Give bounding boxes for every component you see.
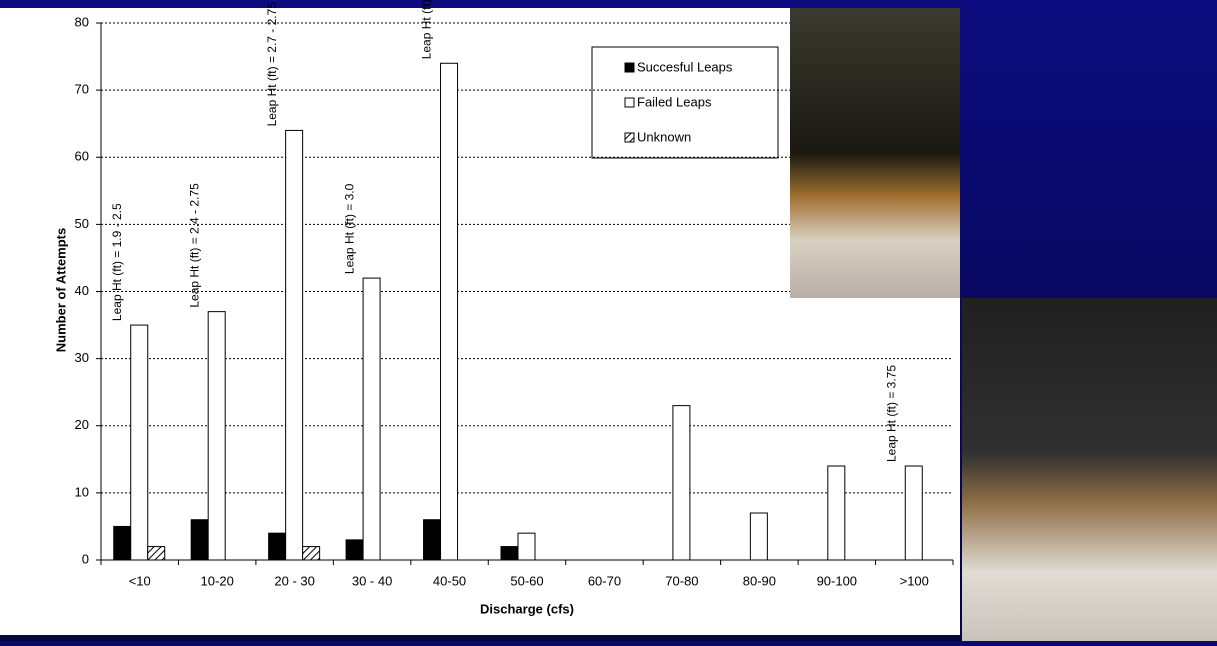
bar — [517, 532, 536, 561]
x-tick-label: 60-70 — [588, 573, 621, 588]
legend-swatch — [624, 132, 635, 143]
y-axis-label: Number of Attempts — [53, 228, 68, 352]
legend-swatch — [624, 62, 635, 73]
x-tick-label: 20 - 30 — [274, 573, 314, 588]
x-tick-label: 10-20 — [201, 573, 234, 588]
bar — [500, 546, 519, 561]
bar — [285, 129, 304, 561]
bar — [362, 277, 381, 561]
annotation: Leap Ht (ft) = 3.2 — [420, 0, 434, 59]
y-tick-label: 30 — [75, 350, 89, 365]
x-tick-label: 90-100 — [817, 573, 857, 588]
bar — [130, 324, 149, 561]
bar — [302, 546, 321, 561]
x-tick-label: 30 - 40 — [352, 573, 392, 588]
bar — [904, 465, 923, 561]
x-tick-label: 50-60 — [510, 573, 543, 588]
y-tick-label: 80 — [75, 14, 89, 29]
photo-fish-leap — [962, 298, 1217, 641]
x-tick-label: <10 — [129, 573, 151, 588]
bar — [207, 311, 226, 561]
bar — [672, 405, 691, 561]
bar — [113, 525, 132, 561]
photo-culvert — [790, 8, 960, 298]
bar — [827, 465, 846, 561]
y-tick-label: 70 — [75, 82, 89, 97]
legend-label: Succesful Leaps — [637, 59, 733, 74]
y-tick-label: 20 — [75, 417, 89, 432]
bar — [423, 519, 442, 561]
bar — [147, 546, 166, 561]
bar — [345, 539, 364, 561]
annotation: Leap Ht (ft) = 3.0 — [342, 183, 356, 274]
y-tick-label: 50 — [75, 216, 89, 231]
annotation: Leap Ht (ft) = 1.9 - 2.5 — [110, 203, 124, 321]
bar — [268, 532, 287, 561]
annotation: Leap Ht (ft) = 2.7 - 2.75 — [265, 2, 279, 127]
y-tick-label: 60 — [75, 149, 89, 164]
legend-label: Unknown — [637, 129, 691, 144]
y-tick-label: 10 — [75, 484, 89, 499]
chart: Number of Attempts Discharge (cfs) 0 10 20… — [53, 0, 954, 616]
x-tick-label: >100 — [900, 573, 929, 588]
bar — [749, 512, 768, 561]
x-tick-label: 80-90 — [743, 573, 776, 588]
bar — [190, 519, 209, 561]
x-tick-label: 40-50 — [433, 573, 466, 588]
annotation: Leap Ht (ft) = 2.4 - 2.75 — [187, 183, 201, 308]
x-axis-label: Discharge (cfs) — [480, 601, 574, 616]
legend-swatch — [624, 97, 635, 108]
legend-label: Failed Leaps — [637, 94, 712, 109]
y-tick-label: 0 — [82, 551, 89, 566]
annotation: Leap Ht (ft) = 3.75 — [884, 365, 898, 462]
y-tick-label: 40 — [75, 283, 89, 298]
legend — [591, 46, 779, 159]
x-tick-label: 70-80 — [665, 573, 698, 588]
bar — [440, 62, 459, 561]
